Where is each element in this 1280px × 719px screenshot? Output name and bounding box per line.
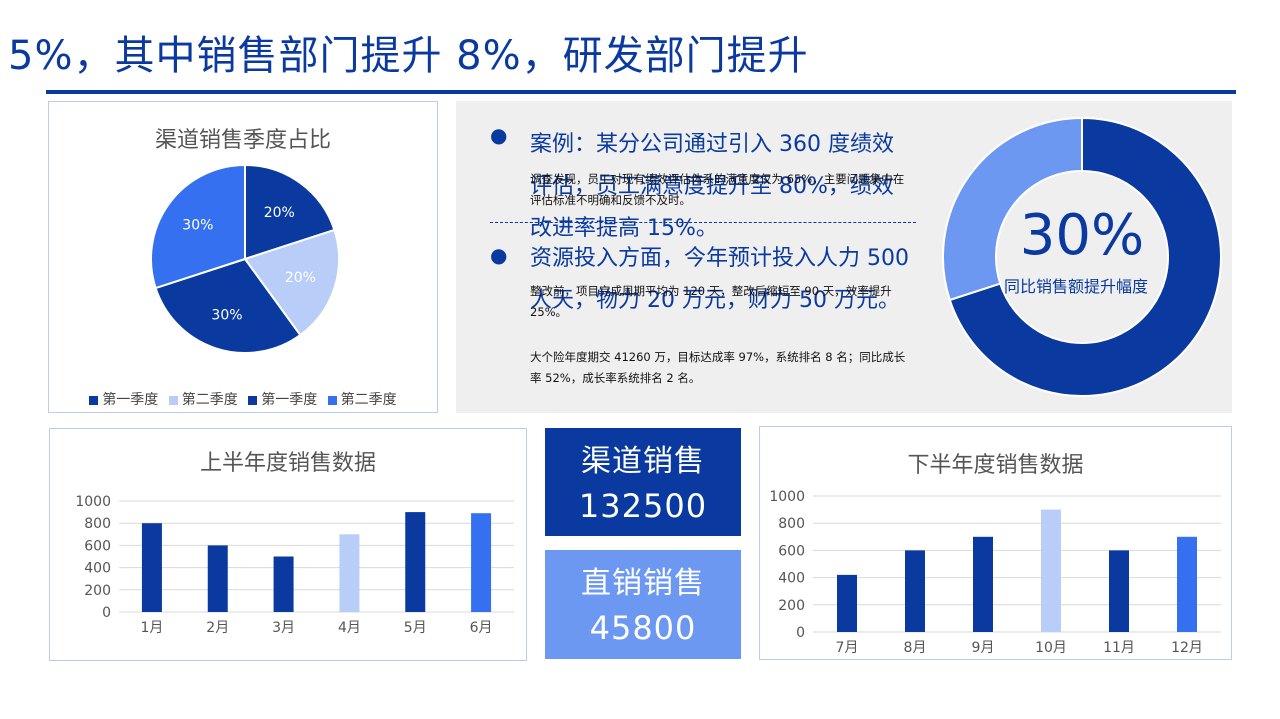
survey-paragraph: 调查发现，员工对现有绩效评估体系的满意度仅为 65%，主要问题集中在评估标准不明… (530, 172, 905, 207)
x-tick-label: 11月 (1103, 640, 1135, 656)
y-tick-label: 1000 (769, 489, 805, 505)
x-tick-label: 3月 (272, 620, 295, 636)
first-half-bar-panel: 上半年度销售数据 0 200 400 600 800 1000 1月 2月 3月 4月 5月 6月 (49, 428, 527, 661)
legend-item: 第一季度 (248, 389, 317, 409)
legend-swatch (327, 395, 337, 405)
x-tick-label: 5月 (404, 620, 427, 636)
x-tick-label: 12月 (1171, 640, 1203, 656)
x-tick-label: 4月 (338, 620, 361, 636)
x-tick-label: 6月 (470, 620, 493, 636)
donut-chart (942, 117, 1222, 397)
bullet-marker: ● (490, 243, 508, 267)
legend-label: 第一季度 (261, 392, 318, 408)
pie-chart: 20% 20% 30% 30% (150, 163, 340, 354)
bar (339, 534, 360, 612)
y-tick-label: 400 (778, 571, 805, 587)
bar (1177, 536, 1197, 632)
bar (1109, 550, 1129, 632)
bar (837, 574, 857, 632)
case-study-panel: ● 案例：某分公司通过引入 360 度绩效评估，员工满意度提升至 80%，绩效改… (456, 101, 1232, 413)
second-half-chart-title: 下半年度销售数据 (907, 453, 1084, 478)
legend-label: 第一季度 (102, 392, 159, 408)
direct-sales-box: 直销销售 45800 (545, 550, 741, 659)
x-tick-label: 7月 (836, 640, 859, 656)
first-half-chart-title: 上半年度销售数据 (199, 451, 376, 476)
y-tick-label: 200 (84, 583, 111, 599)
legend-item: 第二季度 (168, 389, 238, 409)
legend-label: 第二季度 (340, 392, 397, 408)
bar (207, 545, 228, 612)
y-tick-label: 1000 (75, 494, 111, 510)
y-tick-label: 0 (102, 605, 111, 621)
second-half-bar-panel: 下半年度销售数据 0 200 400 600 800 1000 7月 8月 9月 10月 11月 12… (759, 426, 1232, 660)
pie-slice (244, 163, 336, 261)
donut-value: 30% (1019, 203, 1145, 268)
insurance-paragraph: 大个险年度期交 41260 万，目标达成率 97%，系统排名 8 名；同比成长率… (530, 350, 906, 385)
pie-slice-label: 30% (211, 307, 242, 323)
bar (273, 556, 294, 612)
donut-segment (948, 117, 1222, 397)
x-tick-label: 1月 (140, 620, 163, 636)
second-half-bar-chart: 0 200 400 600 800 1000 7月 8月 9月 10月 11月 12月 (769, 489, 1221, 656)
pie-slice (243, 228, 340, 337)
y-tick-label: 800 (84, 516, 111, 532)
x-tick-label: 2月 (206, 620, 229, 636)
direct-sales-label: 直销销售 (581, 566, 705, 601)
bar (405, 512, 426, 612)
pie-slice (154, 257, 302, 354)
x-tick-label: 10月 (1035, 640, 1067, 656)
dashed-divider (490, 222, 916, 223)
legend-swatch (248, 395, 258, 405)
x-tick-label: 9月 (972, 640, 995, 656)
bar (905, 550, 925, 632)
first-half-bar-chart: 0 200 400 600 800 1000 1月 2月 3月 4月 5月 6月 (75, 494, 514, 636)
x-tick-label: 8月 (904, 640, 927, 656)
y-tick-label: 200 (778, 598, 805, 614)
donut-label: 同比销售额提升幅度 (1004, 277, 1149, 296)
legend-swatch (89, 395, 99, 405)
bar (141, 523, 162, 612)
legend-item: 第二季度 (327, 389, 397, 409)
page-title: 5%，其中销售部门提升 8%，研发部门提升 (8, 33, 809, 79)
pie-chart-panel: 渠道销售季度占比 20% 20% 30% 30% 第一季度 第二季度 第一季度 第二季… (48, 101, 438, 413)
pie-slice-label: 20% (285, 270, 316, 286)
direct-sales-value: 45800 (589, 609, 697, 647)
pie-slice-label: 30% (182, 218, 213, 234)
pie-slice (150, 163, 246, 290)
y-tick-label: 600 (84, 538, 111, 554)
y-tick-label: 400 (84, 561, 111, 577)
title-divider (46, 90, 1236, 94)
channel-sales-value: 132500 (578, 487, 708, 525)
bullet-marker: ● (490, 123, 508, 147)
pie-legend: 第一季度 第二季度 第一季度 第二季度 (49, 389, 437, 409)
y-tick-label: 0 (796, 625, 805, 641)
resource-bullet: 资源投入方面，今年预计投入人力 500 人天，物力 20 万元，财力 50 万元… (530, 246, 909, 313)
channel-sales-label: 渠道销售 (581, 444, 705, 479)
case-bullet: 案例：某分公司通过引入 360 度绩效评估，员工满意度提升至 80%，绩效改进率… (530, 132, 894, 241)
legend-label: 第二季度 (181, 392, 238, 408)
legend-swatch (168, 395, 178, 405)
donut-segment (942, 117, 1083, 302)
pie-slice-label: 20% (264, 205, 295, 221)
y-tick-label: 600 (778, 543, 805, 559)
channel-sales-box: 渠道销售 132500 (545, 428, 741, 536)
efficiency-paragraph: 整改前，项目完成周期平均为 120 天，整改后缩短至 90 天，效率提升 25%… (530, 284, 892, 319)
legend-item: 第一季度 (89, 389, 158, 409)
bar (471, 513, 492, 612)
bar (973, 536, 993, 632)
pie-chart-title: 渠道销售季度占比 (154, 128, 331, 153)
bar (1041, 509, 1061, 632)
y-tick-label: 800 (778, 516, 805, 532)
